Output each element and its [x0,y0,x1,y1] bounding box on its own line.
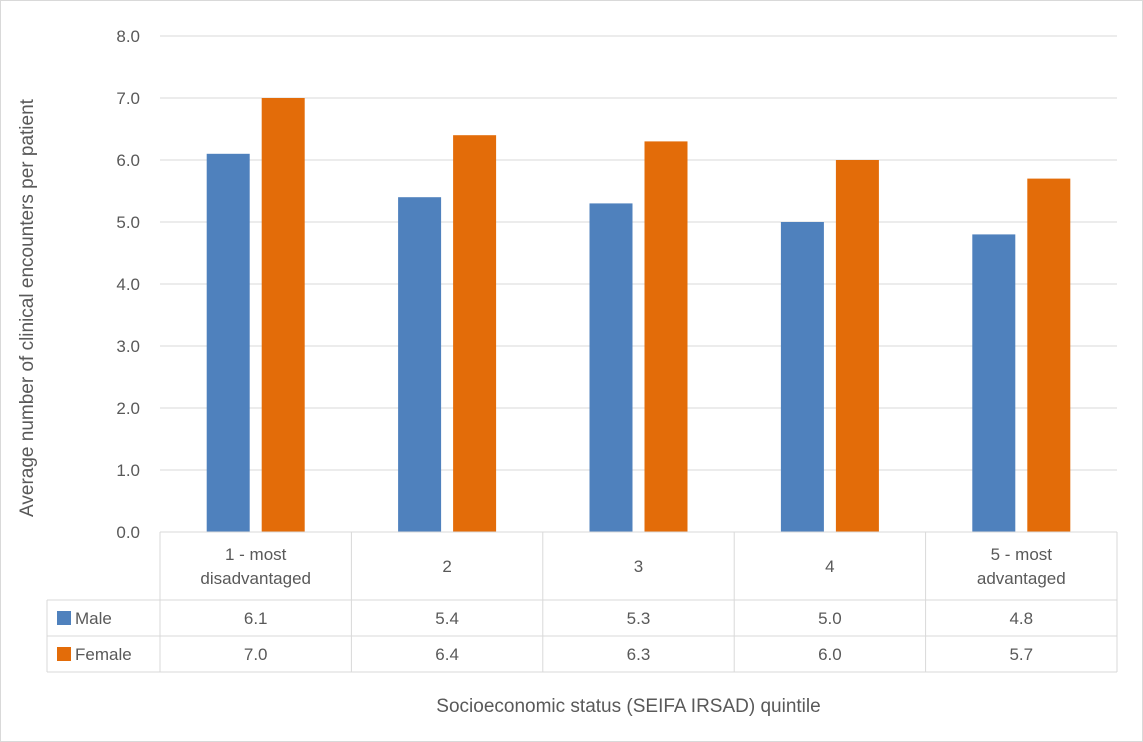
data-value-female: 5.7 [1009,645,1033,664]
y-tick-label: 6.0 [116,151,140,170]
data-value-female: 6.4 [435,645,459,664]
data-value-male: 5.4 [435,609,459,628]
legend-swatch-male [57,611,71,625]
bar-male-3 [589,203,633,532]
bar-male-5 [972,234,1016,532]
legend-label-male: Male [75,609,112,628]
bar-female-2 [453,135,497,532]
y-tick-label: 8.0 [116,27,140,46]
legend-label-female: Female [75,645,132,664]
data-value-female: 6.0 [818,645,842,664]
category-label: 2 [442,557,451,576]
bar-male-2 [398,197,442,532]
category-label: advantaged [977,569,1066,588]
data-value-male: 5.3 [627,609,651,628]
category-label: 3 [634,557,643,576]
category-label: 5 - most [991,545,1053,564]
bar-female-1 [261,98,305,532]
y-tick-label: 0.0 [116,523,140,542]
data-value-female: 7.0 [244,645,268,664]
bar-female-5 [1027,178,1071,532]
bar-female-3 [644,141,688,532]
legend-swatch-female [57,647,71,661]
x-axis-title: Socioeconomic status (SEIFA IRSAD) quint… [436,696,820,717]
category-label: disadvantaged [200,569,311,588]
category-label: 4 [825,557,834,576]
y-axis-title: Average number of clinical encounters pe… [17,98,38,517]
y-tick-label: 3.0 [116,337,140,356]
y-tick-label: 5.0 [116,213,140,232]
bar-male-1 [206,153,250,533]
y-tick-label: 7.0 [116,89,140,108]
category-label: 1 - most [225,545,287,564]
data-value-female: 6.3 [627,645,651,664]
data-value-male: 4.8 [1009,609,1033,628]
y-tick-label: 4.0 [116,275,140,294]
bar-male-4 [780,222,824,532]
data-value-male: 6.1 [244,609,268,628]
y-tick-label: 2.0 [116,399,140,418]
data-value-male: 5.0 [818,609,842,628]
bar-female-4 [835,160,879,532]
y-tick-label: 1.0 [116,461,140,480]
